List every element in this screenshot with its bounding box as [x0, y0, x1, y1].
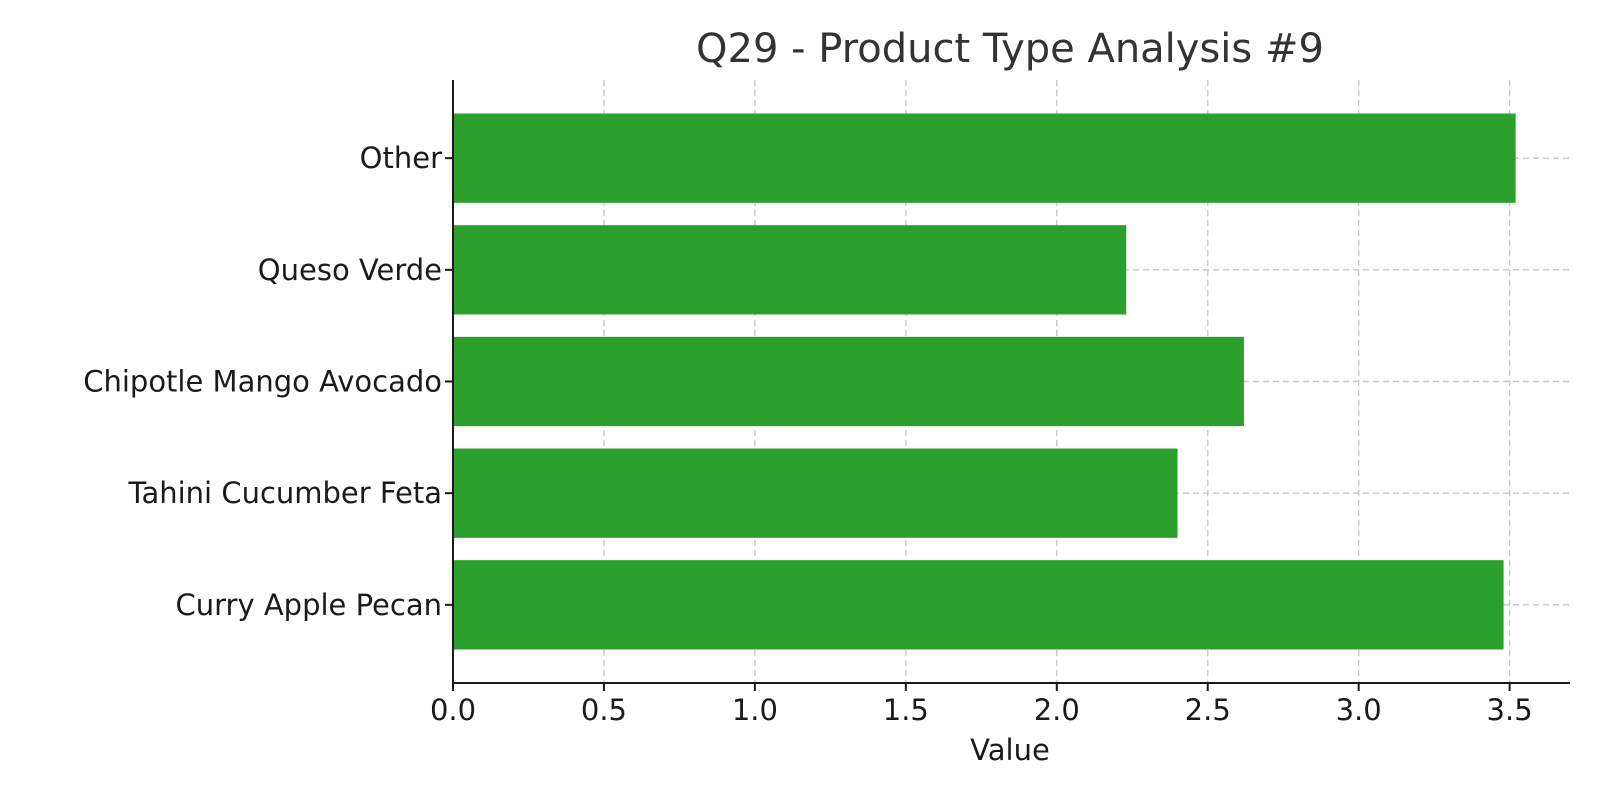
y-tick-label: Other — [360, 141, 442, 175]
x-tick-label: 3.0 — [1336, 693, 1382, 727]
y-tick-label: Curry Apple Pecan — [175, 588, 442, 622]
labels-layer: 0.0 0.5 1.0 1.5 2.0 2.5 3.0 3.5 Curry Apple Peca… — [83, 141, 1532, 727]
bar — [453, 560, 1504, 650]
bar — [453, 225, 1127, 315]
x-tick-label: 0.5 — [581, 693, 627, 727]
x-tick-label: 0.0 — [430, 693, 476, 727]
x-tick-label: 3.5 — [1487, 693, 1533, 727]
x-tick-label: 1.5 — [883, 693, 929, 727]
x-tick-label: 2.0 — [1034, 693, 1080, 727]
chart-title: Q29 - Product Type Analysis #9 — [696, 26, 1324, 72]
y-tick-label: Tahini Cucumber Feta — [128, 476, 442, 510]
bar — [453, 448, 1178, 538]
x-axis-label: Value — [970, 733, 1050, 767]
bar — [453, 113, 1516, 203]
bars-layer — [453, 113, 1516, 650]
x-tick-label: 2.5 — [1185, 693, 1231, 727]
x-tick-label: 1.0 — [732, 693, 778, 727]
y-tick-label: Queso Verde — [258, 253, 442, 287]
axes-layer — [445, 80, 1570, 691]
bar — [453, 336, 1244, 427]
y-tick-label: Chipotle Mango Avocado — [83, 365, 442, 399]
